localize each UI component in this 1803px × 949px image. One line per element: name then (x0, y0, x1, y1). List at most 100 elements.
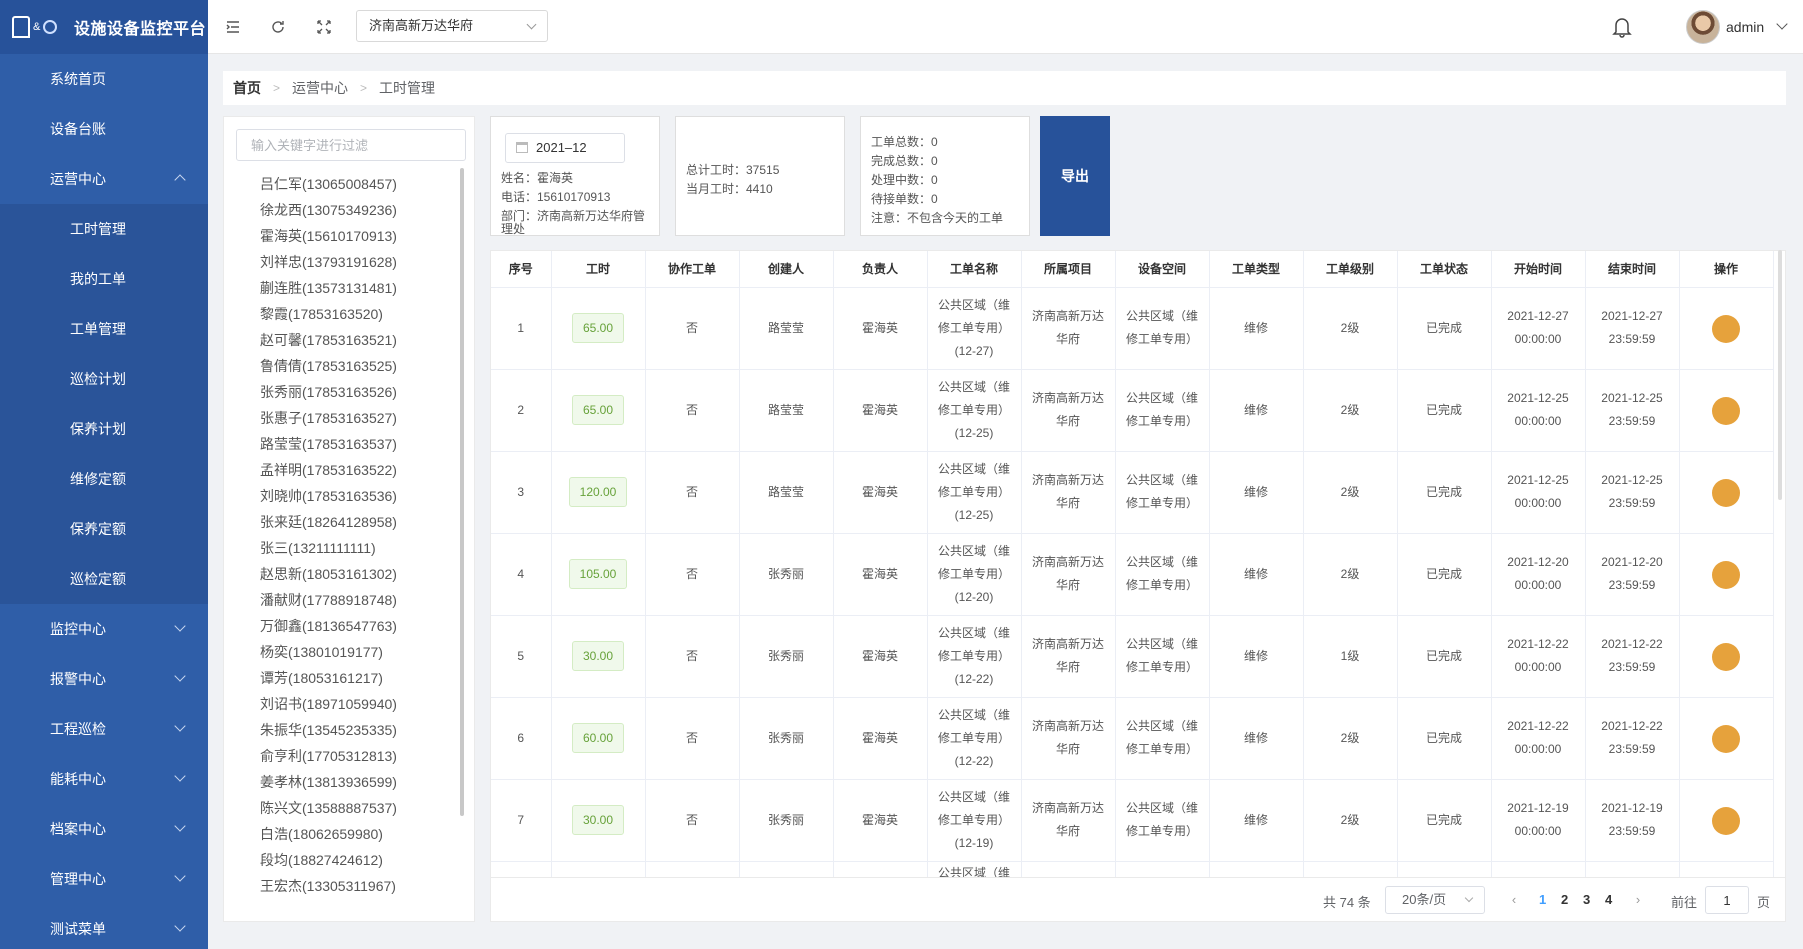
sidebar-subitem-0[interactable]: 工时管理 (0, 204, 208, 254)
cell-project (1021, 861, 1116, 877)
view-button[interactable] (1712, 806, 1740, 835)
staff-list-item[interactable]: 王宏杰(13305311967) (260, 878, 396, 894)
sidebar-item-label: 运营中心 (50, 171, 106, 187)
sidebar-item-7[interactable]: 档案中心 (0, 804, 208, 854)
staff-list-item[interactable]: 霍海英(15610170913) (260, 228, 397, 244)
sidebar: & 设施设备监控平台 系统首页 设备台账 运营中心 工时管理 我的工单 工单管理 巡检计划保… (0, 0, 208, 949)
table-scrollbar[interactable] (1778, 250, 1782, 500)
page-4-button[interactable]: 4 (1605, 892, 1613, 907)
sidebar-subitem-label: 我的工单 (70, 271, 126, 287)
view-button[interactable] (1712, 314, 1740, 343)
staff-list-item[interactable]: 白浩(18062659980) (260, 826, 383, 842)
sidebar-subitem-5[interactable]: 维修定额 (0, 454, 208, 504)
month-picker[interactable]: 2021–12 (505, 133, 625, 163)
sidebar-subitem-6[interactable]: 保养定额 (0, 504, 208, 554)
cell-no: 1 (491, 287, 552, 370)
sidebar-item-1[interactable]: 设备台账 (0, 104, 208, 154)
cell-status: 已完成 (1397, 369, 1492, 452)
sidebar-subitem-label: 保养定额 (70, 521, 126, 537)
project-select[interactable]: 济南高新万达华府 (356, 10, 548, 42)
staff-list-item[interactable]: 张秀丽(17853163526) (260, 384, 397, 400)
bell-icon[interactable] (1612, 16, 1632, 38)
page-1-button[interactable]: 1 (1539, 892, 1547, 907)
view-button[interactable] (1712, 560, 1740, 589)
sidebar-item-5[interactable]: 工程巡检 (0, 704, 208, 754)
staff-list-item[interactable]: 张三(13211111111) (260, 540, 376, 556)
cell-creator: 路莹莹 (739, 287, 834, 370)
sidebar-subitem-3[interactable]: 巡检计划 (0, 354, 208, 404)
staff-list-item[interactable]: 路莹莹(17853163537) (260, 436, 397, 452)
staff-list-item[interactable]: 张来廷(18264128958) (260, 514, 397, 530)
cell-project: 济南高新万达华府 (1021, 697, 1116, 780)
staff-list-item[interactable]: 万御鑫(18136547763) (260, 618, 397, 634)
breadcrumb-home[interactable]: 首页 (233, 80, 261, 96)
staff-list-item[interactable]: 谭芳(18053161217) (260, 670, 383, 686)
tree-filter-input[interactable] (236, 129, 466, 161)
sidebar-subitem-4[interactable]: 保养计划 (0, 404, 208, 454)
sidebar-item-3[interactable]: 监控中心 (0, 604, 208, 654)
staff-list-item[interactable]: 姜孝林(13813936599) (260, 774, 397, 790)
sidebar-item-9[interactable]: 测试菜单 (0, 904, 208, 949)
sidebar-subitem-2[interactable]: 工单管理 (0, 304, 208, 354)
staff-list-item[interactable]: 蒯连胜(13573131481) (260, 280, 397, 296)
cell-actions (1679, 287, 1774, 370)
staff-list-item[interactable]: 刘祥忠(13793191628) (260, 254, 397, 270)
staff-list-item[interactable]: 段均(18827424612) (260, 852, 383, 868)
sidebar-item-2[interactable]: 运营中心 (0, 154, 208, 204)
list-icon (22, 121, 38, 137)
staff-list-item[interactable]: 俞亨利(17705312813) (260, 748, 397, 764)
export-button[interactable]: 导出 (1040, 116, 1110, 236)
staff-list-item[interactable]: 吕仁军(13065008457) (260, 176, 397, 192)
staff-list-item[interactable]: 潘献财(17788918748) (260, 592, 397, 608)
page-3-button[interactable]: 3 (1583, 892, 1591, 907)
cell-hours: 30.00 (551, 615, 646, 698)
cell-hours: 60.00 (551, 697, 646, 780)
user-menu-chevron-icon[interactable] (1776, 18, 1788, 30)
staff-list-item[interactable]: 杨奕(13801019177) (260, 644, 383, 660)
cell-owner: 霍海英 (833, 533, 928, 616)
refresh-icon[interactable] (270, 19, 286, 35)
sidebar-subitem-1[interactable]: 我的工单 (0, 254, 208, 304)
sidebar-subitem-label: 工时管理 (70, 221, 126, 237)
cell-space: 公共区域（维修工单专用） (1115, 369, 1210, 452)
staff-list-item[interactable]: 赵可馨(17853163521) (260, 332, 397, 348)
cell-status: 已完成 (1397, 615, 1492, 698)
cell-actions (1679, 369, 1774, 452)
avatar[interactable] (1686, 10, 1720, 44)
staff-list-item[interactable]: 鲁倩倩(17853163525) (260, 358, 397, 374)
cell-owner: 霍海英 (833, 697, 928, 780)
prev-page-button[interactable]: ‹ (1511, 892, 1517, 907)
menu-collapse-icon[interactable] (225, 19, 241, 35)
sidebar-item-8[interactable]: 管理中心 (0, 854, 208, 904)
sidebar-subitem-7[interactable]: 巡检定额 (0, 554, 208, 604)
table-row: 公共区域（维 (491, 861, 1774, 877)
sidebar-item-0[interactable]: 系统首页 (0, 54, 208, 104)
page-size-select[interactable]: 20条/页 (1385, 886, 1485, 914)
staff-list-item[interactable]: 徐龙西(13075349236) (260, 202, 397, 218)
next-page-button[interactable]: › (1635, 892, 1641, 907)
staff-list-item[interactable]: 黎霞(17853163520) (260, 306, 383, 322)
column-header: 协作工单 (645, 251, 740, 288)
view-button[interactable] (1712, 724, 1740, 753)
view-button[interactable] (1712, 478, 1740, 507)
tree-scrollbar[interactable] (460, 168, 464, 816)
staff-list-item[interactable]: 陈兴文(13588887537) (260, 800, 397, 816)
goto-page-input[interactable] (1705, 886, 1749, 914)
cell-type: 维修 (1209, 533, 1304, 616)
user-name[interactable]: admin (1726, 19, 1765, 35)
view-button[interactable] (1712, 396, 1740, 425)
staff-list-item[interactable]: 刘晓帅(17853163536) (260, 488, 397, 504)
cell-collab: 否 (645, 287, 740, 370)
fullscreen-icon[interactable] (316, 19, 332, 35)
view-button[interactable] (1712, 642, 1740, 671)
staff-list-item[interactable]: 赵思新(18053161302) (260, 566, 397, 582)
staff-list-item[interactable]: 孟祥明(17853163522) (260, 462, 397, 478)
sidebar-item-4[interactable]: 报警中心 (0, 654, 208, 704)
sidebar-item-6[interactable]: 能耗中心 (0, 754, 208, 804)
staff-list-item[interactable]: 刘诏书(18971059940) (260, 696, 397, 712)
staff-list-item[interactable]: 朱振华(13545235335) (260, 722, 397, 738)
clock-icon (42, 221, 58, 237)
page-2-button[interactable]: 2 (1561, 892, 1569, 907)
staff-list-item[interactable]: 张惠子(17853163527) (260, 410, 397, 426)
breadcrumb-item-operations[interactable]: 运营中心 (292, 80, 349, 96)
